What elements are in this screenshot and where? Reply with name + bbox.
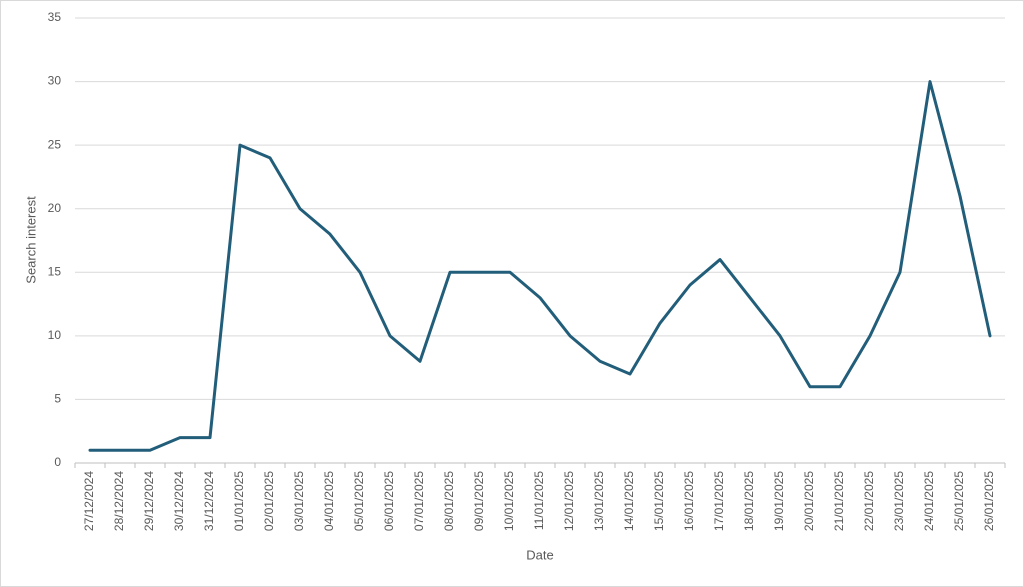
y-tick-label: 0 [54, 455, 61, 469]
y-tick-label: 25 [48, 137, 62, 151]
x-tick-label: 14/01/2025 [622, 471, 636, 531]
x-tick-label: 08/01/2025 [442, 471, 456, 531]
x-tick-label: 04/01/2025 [322, 471, 336, 531]
x-tick-label: 06/01/2025 [382, 471, 396, 531]
x-tick-label: 03/01/2025 [292, 471, 306, 531]
y-tick-label: 10 [48, 328, 62, 342]
y-axis-title: Search interest [23, 196, 38, 284]
x-tick-label: 17/01/2025 [712, 471, 726, 531]
y-tick-label: 30 [48, 74, 62, 88]
x-tick-label: 26/01/2025 [982, 471, 996, 531]
x-tick-label: 21/01/2025 [832, 471, 846, 531]
x-tick-label: 24/01/2025 [922, 471, 936, 531]
x-tick-label: 10/01/2025 [502, 471, 516, 531]
x-tick-label: 27/12/2024 [82, 471, 96, 531]
x-tick-label: 07/01/2025 [412, 471, 426, 531]
x-tick-label: 13/01/2025 [592, 471, 606, 531]
x-tick-label: 15/01/2025 [652, 471, 666, 531]
x-tick-label: 19/01/2025 [772, 471, 786, 531]
x-tick-label: 09/01/2025 [472, 471, 486, 531]
x-tick-label: 02/01/2025 [262, 471, 276, 531]
x-tick-label: 12/01/2025 [562, 471, 576, 531]
x-tick-label: 28/12/2024 [112, 471, 126, 531]
x-tick-label: 16/01/2025 [682, 471, 696, 531]
x-tick-label: 25/01/2025 [952, 471, 966, 531]
x-tick-label: 11/01/2025 [532, 471, 546, 530]
x-tick-label: 18/01/2025 [742, 471, 756, 531]
x-tick-label: 31/12/2024 [202, 471, 216, 531]
x-tick-label: 05/01/2025 [352, 471, 366, 531]
x-tick-label: 01/01/2025 [232, 471, 246, 531]
data-line [88, 80, 992, 452]
x-tick-label: 29/12/2024 [142, 471, 156, 531]
x-tick-label: 23/01/2025 [892, 471, 906, 531]
x-axis-title: Date [526, 547, 553, 562]
y-tick-label: 20 [48, 201, 62, 215]
y-tick-label: 5 [54, 392, 61, 406]
x-tick-label: 20/01/2025 [802, 471, 816, 531]
x-tick-label: 22/01/2025 [862, 471, 876, 531]
x-tick-label: 30/12/2024 [172, 471, 186, 531]
y-tick-label: 35 [48, 10, 62, 24]
y-tick-label: 15 [48, 264, 62, 278]
